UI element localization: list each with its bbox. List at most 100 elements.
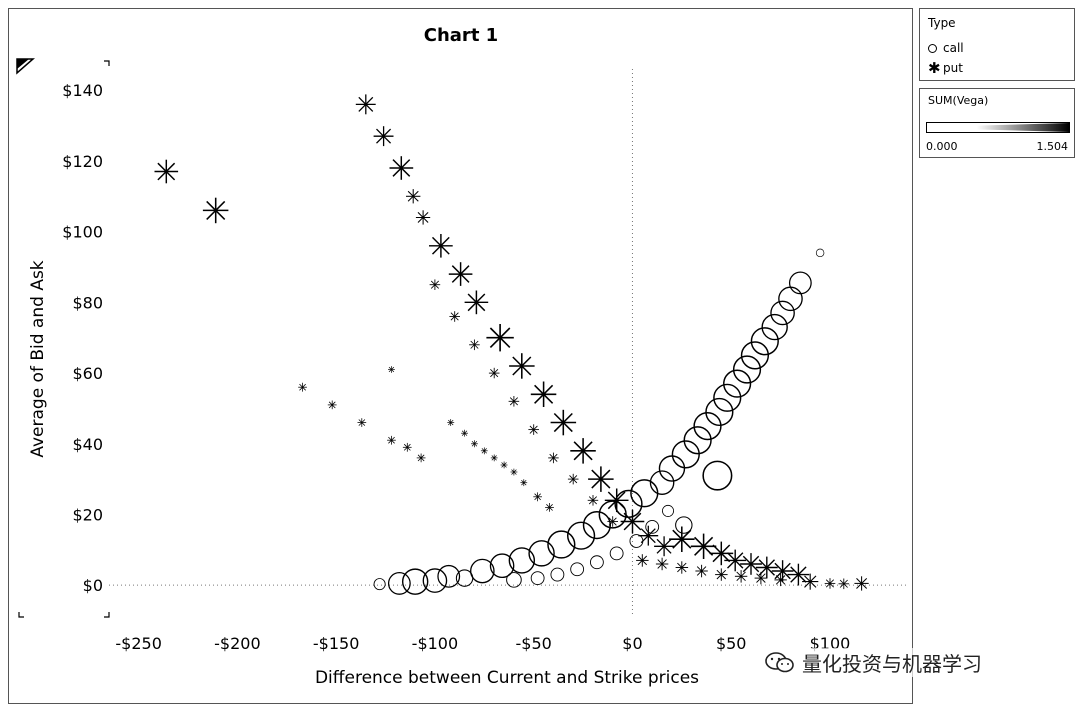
- put-point[interactable]: [520, 479, 528, 487]
- call-point[interactable]: [508, 547, 536, 574]
- put-point[interactable]: [464, 290, 489, 315]
- put-point[interactable]: [355, 94, 376, 115]
- put-point[interactable]: [755, 556, 778, 579]
- put-point[interactable]: [550, 409, 577, 436]
- put-point[interactable]: [695, 564, 708, 578]
- put-point[interactable]: [388, 366, 395, 373]
- put-point[interactable]: [533, 492, 542, 502]
- put-point[interactable]: [787, 563, 810, 586]
- put-point[interactable]: [655, 557, 669, 571]
- put-point[interactable]: [734, 570, 748, 583]
- call-point[interactable]: [683, 426, 712, 455]
- put-point[interactable]: [357, 418, 367, 427]
- call-point[interactable]: [750, 327, 779, 356]
- put-point[interactable]: [709, 541, 734, 566]
- put-point[interactable]: [387, 435, 396, 445]
- call-point[interactable]: [675, 516, 693, 534]
- call-point[interactable]: [530, 571, 545, 586]
- call-point[interactable]: [489, 553, 515, 579]
- put-point[interactable]: [754, 571, 768, 585]
- call-point[interactable]: [693, 411, 722, 441]
- call-point[interactable]: [387, 572, 411, 595]
- put-point[interactable]: [508, 396, 520, 407]
- call-point[interactable]: [705, 397, 734, 427]
- put-point[interactable]: [416, 453, 426, 463]
- call-point[interactable]: [470, 558, 495, 584]
- put-point[interactable]: [669, 526, 695, 553]
- call-point[interactable]: [770, 300, 795, 326]
- put-point[interactable]: [154, 159, 179, 184]
- put-point[interactable]: [528, 424, 539, 435]
- put-point[interactable]: [802, 573, 819, 590]
- put-point[interactable]: [570, 438, 596, 464]
- call-point[interactable]: [401, 568, 429, 595]
- put-point[interactable]: [202, 197, 229, 224]
- put-point[interactable]: [510, 468, 518, 476]
- call-point[interactable]: [528, 540, 555, 567]
- put-point[interactable]: [509, 353, 535, 379]
- put-point[interactable]: [469, 339, 480, 351]
- put-point[interactable]: [429, 279, 441, 290]
- put-point[interactable]: [675, 561, 689, 574]
- put-point[interactable]: [774, 573, 787, 587]
- put-point[interactable]: [461, 429, 468, 437]
- put-point[interactable]: [587, 495, 599, 506]
- legend-item-call[interactable]: call: [928, 41, 964, 55]
- put-point[interactable]: [480, 447, 488, 455]
- put-point[interactable]: [406, 189, 421, 204]
- legend-item-put[interactable]: ✱ put: [928, 61, 963, 76]
- call-point[interactable]: [788, 271, 812, 295]
- call-point[interactable]: [582, 510, 612, 540]
- put-point[interactable]: [449, 311, 460, 322]
- call-point[interactable]: [570, 562, 585, 577]
- put-point[interactable]: [327, 400, 337, 410]
- put-point[interactable]: [298, 382, 307, 392]
- call-point[interactable]: [506, 572, 522, 588]
- call-point[interactable]: [815, 248, 825, 258]
- put-point[interactable]: [854, 576, 869, 591]
- call-point[interactable]: [662, 504, 675, 517]
- put-point[interactable]: [638, 525, 659, 546]
- put-point[interactable]: [486, 324, 514, 352]
- call-point[interactable]: [373, 578, 386, 591]
- put-point[interactable]: [654, 536, 674, 557]
- call-point[interactable]: [761, 313, 788, 341]
- put-point[interactable]: [548, 452, 559, 464]
- corner-handle-icon[interactable]: [16, 58, 35, 75]
- call-point[interactable]: [566, 521, 596, 550]
- call-point[interactable]: [671, 440, 700, 469]
- put-point[interactable]: [530, 381, 557, 408]
- put-point[interactable]: [389, 156, 414, 180]
- call-point[interactable]: [702, 460, 733, 491]
- call-point[interactable]: [732, 355, 762, 384]
- put-point[interactable]: [690, 533, 717, 559]
- put-point[interactable]: [771, 560, 794, 582]
- put-point[interactable]: [636, 554, 649, 567]
- put-point[interactable]: [402, 442, 412, 452]
- put-point[interactable]: [448, 262, 473, 286]
- put-point[interactable]: [490, 454, 498, 462]
- call-point[interactable]: [547, 530, 576, 559]
- put-point[interactable]: [604, 488, 629, 513]
- put-point[interactable]: [488, 367, 500, 379]
- put-point[interactable]: [724, 549, 747, 572]
- put-point[interactable]: [429, 234, 453, 258]
- call-point[interactable]: [713, 383, 742, 412]
- put-point[interactable]: [838, 578, 850, 590]
- call-point[interactable]: [649, 470, 675, 495]
- call-point[interactable]: [723, 369, 752, 398]
- put-point[interactable]: [415, 210, 431, 225]
- put-point[interactable]: [567, 473, 579, 485]
- put-point[interactable]: [471, 440, 478, 448]
- call-point[interactable]: [740, 341, 770, 370]
- call-point[interactable]: [609, 546, 624, 561]
- put-point[interactable]: [715, 568, 728, 581]
- call-point[interactable]: [778, 286, 803, 312]
- call-point[interactable]: [629, 534, 644, 548]
- put-point[interactable]: [545, 503, 554, 512]
- call-point[interactable]: [422, 568, 448, 593]
- call-point[interactable]: [550, 567, 565, 582]
- call-point[interactable]: [630, 479, 659, 508]
- put-point[interactable]: [607, 516, 618, 527]
- put-point[interactable]: [500, 461, 508, 469]
